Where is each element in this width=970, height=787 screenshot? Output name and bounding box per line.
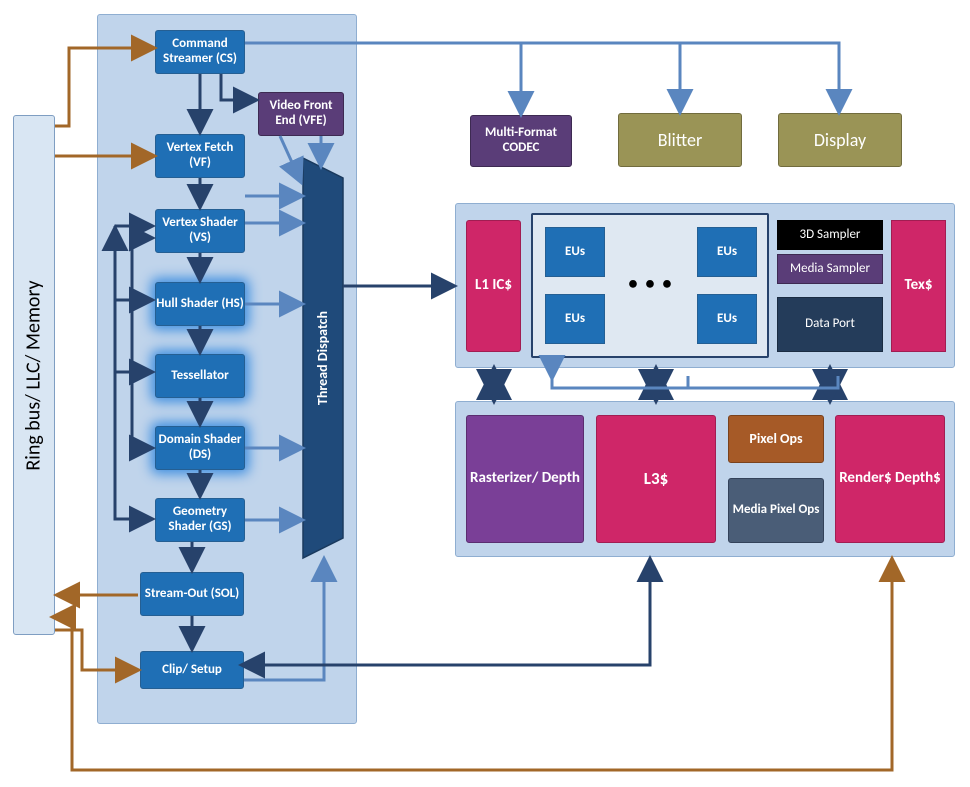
hs-box: Hull Shader (HS): [155, 282, 245, 326]
mediapix-label: Media Pixel Ops: [733, 503, 820, 518]
eu-4-label: EUs: [717, 312, 737, 327]
l1-box: L1 IC$: [466, 220, 521, 352]
eu-3-label: EUs: [565, 312, 585, 327]
memory-box: Ring bus/ LLC/ Memory: [13, 115, 55, 635]
dataport-label: Data Port: [805, 317, 855, 332]
sol-box: Stream-Out (SOL): [140, 572, 244, 616]
render-label: Render$ Depth$: [839, 470, 941, 487]
pixops-box: Pixel Ops: [728, 415, 824, 463]
eu-ellipsis-label: • • •: [628, 273, 673, 294]
hs-label: Hull Shader (HS): [156, 297, 244, 312]
tess-box: Tessellator: [155, 354, 245, 398]
samplermedia-label: Media Sampler: [790, 262, 870, 277]
gs-box: Geometry Shader (GS): [155, 498, 245, 542]
memory-label: Ring bus/ LLC/ Memory: [23, 280, 46, 470]
dispatch-label: Thread Dispatch: [315, 311, 331, 405]
eu-1: EUs: [545, 227, 605, 277]
eu-ellipsis: • • •: [620, 268, 682, 298]
clip-label: Clip/ Setup: [162, 663, 222, 678]
vs-box: Vertex Shader (VS): [155, 209, 245, 253]
l1-label: L1 IC$: [475, 277, 512, 294]
vf-box: Vertex Fetch (VF): [155, 134, 245, 178]
dataport-box: Data Port: [777, 297, 883, 352]
rast-label: Rasterizer/ Depth: [470, 470, 580, 487]
cs-label: Command Streamer (CS): [156, 37, 244, 67]
tex-box: Tex$: [891, 220, 946, 352]
vfe-box: Video Front End (VFE): [258, 92, 344, 136]
clip-box: Clip/ Setup: [140, 651, 244, 689]
blitter-label: Blitter: [658, 130, 703, 151]
eu-2-label: EUs: [717, 245, 737, 260]
l3-label: L3$: [644, 469, 668, 489]
l3-box: L3$: [596, 415, 716, 543]
rast-box: Rasterizer/ Depth: [466, 415, 584, 543]
sol-label: Stream-Out (SOL): [145, 587, 239, 602]
vs-label: Vertex Shader (VS): [156, 216, 244, 246]
ds-label: Domain Shader (DS): [156, 433, 244, 463]
eu-4: EUs: [697, 294, 757, 344]
eu-2: EUs: [697, 227, 757, 277]
ds-box: Domain Shader (DS): [155, 426, 245, 470]
vfe-label: Video Front End (VFE): [259, 99, 343, 129]
render-box: Render$ Depth$: [835, 415, 945, 543]
tess-label: Tessellator: [171, 369, 228, 384]
codec-box: Multi-Format CODEC: [470, 115, 572, 167]
display-label: Display: [814, 130, 866, 151]
tex-label: Tex$: [905, 277, 933, 294]
codec-label: Multi-Format CODEC: [471, 126, 571, 156]
eu-1-label: EUs: [565, 245, 585, 260]
sampler3d-box: 3D Sampler: [777, 220, 883, 250]
display-box: Display: [778, 113, 902, 167]
vf-label: Vertex Fetch (VF): [156, 141, 244, 171]
cs-box: Command Streamer (CS): [155, 30, 245, 74]
mediapix-box: Media Pixel Ops: [728, 478, 824, 543]
sampler3d-label: 3D Sampler: [800, 228, 861, 243]
gs-label: Geometry Shader (GS): [156, 505, 244, 535]
pixops-label: Pixel Ops: [749, 431, 802, 447]
blitter-box: Blitter: [618, 113, 742, 167]
samplermedia-box: Media Sampler: [777, 254, 883, 284]
eu-3: EUs: [545, 294, 605, 344]
dispatch-label-box: Thread Dispatch: [303, 200, 343, 516]
